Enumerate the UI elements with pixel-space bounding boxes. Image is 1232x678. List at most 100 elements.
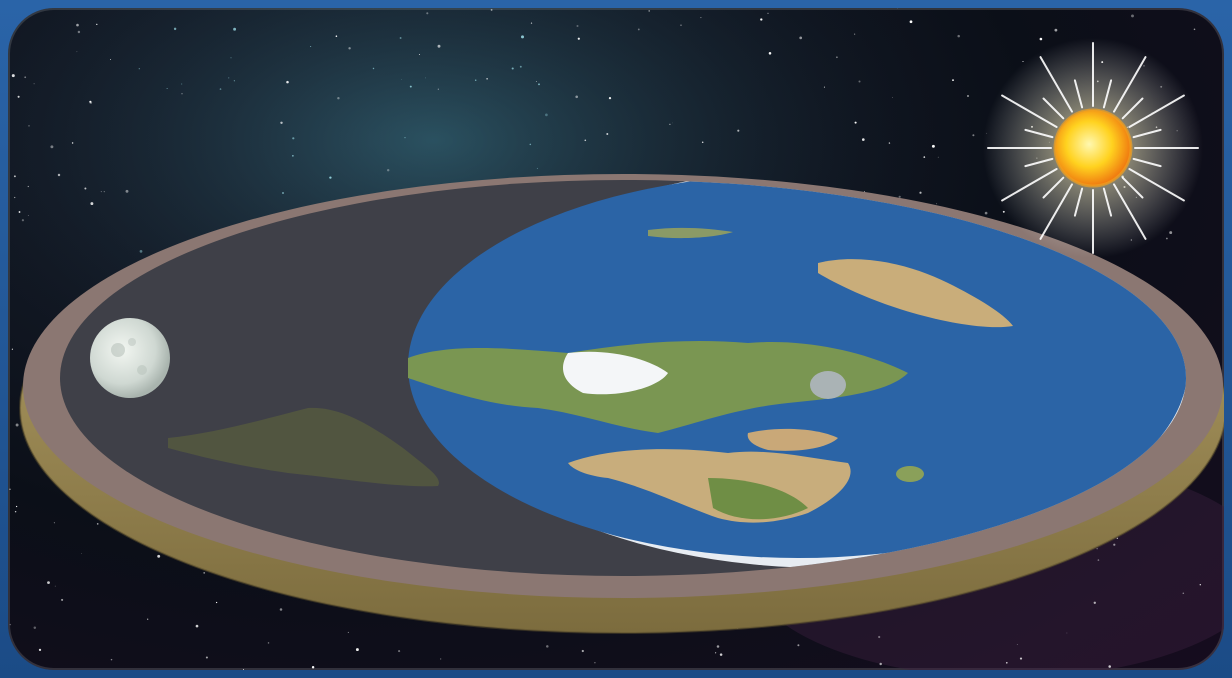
star [606, 133, 609, 135]
star [672, 122, 674, 124]
sun-ray [1073, 79, 1084, 109]
star [77, 30, 81, 34]
star [372, 67, 375, 70]
star [11, 74, 15, 78]
star [1182, 592, 1185, 595]
sun-ray [1024, 128, 1054, 139]
star [243, 669, 244, 670]
star [329, 176, 332, 179]
star [967, 95, 969, 97]
space-scene [8, 8, 1224, 670]
star [957, 34, 960, 38]
star [1097, 559, 1100, 561]
star [348, 47, 351, 50]
star [594, 661, 596, 664]
star [292, 155, 294, 157]
flat-earth-illustration [8, 8, 1224, 670]
star [437, 44, 441, 48]
star [15, 423, 19, 427]
sun-icon [983, 38, 1203, 258]
star [1096, 548, 1098, 550]
star [680, 24, 682, 26]
star [53, 522, 55, 524]
star [1169, 231, 1173, 235]
star [100, 191, 102, 193]
star [490, 8, 493, 11]
star [173, 27, 177, 31]
star [546, 645, 549, 648]
star [519, 65, 522, 68]
star [701, 141, 704, 143]
star [50, 145, 54, 149]
night-continent [168, 407, 439, 487]
star [937, 156, 939, 158]
arctic-ice-icon [563, 351, 668, 395]
star [398, 650, 401, 653]
star [14, 510, 17, 513]
sun-ray [1042, 176, 1065, 199]
star [110, 59, 111, 61]
star [545, 113, 548, 117]
star [125, 189, 129, 193]
star [404, 137, 406, 139]
star [180, 83, 183, 85]
star [972, 134, 975, 137]
star [233, 80, 236, 82]
star [110, 658, 113, 661]
star [715, 652, 717, 654]
star [1022, 60, 1024, 63]
star [909, 20, 913, 24]
star [13, 175, 16, 178]
star [437, 88, 439, 90]
star [1166, 237, 1168, 240]
star [1199, 584, 1201, 586]
star [898, 195, 901, 198]
star [577, 37, 580, 40]
star [538, 83, 540, 86]
star [760, 18, 763, 21]
star [157, 554, 161, 558]
star [1108, 665, 1111, 668]
star [737, 129, 740, 132]
star [401, 79, 402, 80]
star [879, 662, 882, 666]
star [1217, 647, 1220, 651]
star [1093, 601, 1096, 604]
star [581, 649, 584, 653]
star [81, 553, 82, 554]
star [854, 33, 856, 35]
star [335, 35, 338, 37]
star [203, 572, 206, 574]
star [536, 167, 538, 169]
star [96, 523, 99, 525]
star [228, 77, 230, 79]
sun-ray [1042, 97, 1065, 120]
star [28, 125, 30, 127]
star [15, 505, 18, 508]
star [878, 635, 881, 639]
star [1193, 28, 1196, 31]
star [355, 648, 359, 652]
star [286, 80, 289, 84]
star [281, 191, 285, 195]
star [89, 100, 92, 103]
star [797, 644, 800, 647]
star [267, 642, 270, 644]
star [836, 56, 838, 59]
star [181, 93, 183, 95]
star [637, 28, 640, 31]
star [147, 618, 149, 620]
sun-ray [1024, 157, 1054, 168]
star [799, 36, 803, 40]
star [440, 658, 442, 660]
star [38, 648, 42, 652]
sun-ray [1113, 56, 1147, 113]
star [310, 46, 312, 47]
star [888, 142, 891, 144]
star [47, 581, 50, 584]
star [205, 656, 208, 659]
star [280, 121, 283, 125]
star [61, 598, 64, 601]
star [897, 8, 898, 9]
sun-ray [1102, 187, 1113, 217]
